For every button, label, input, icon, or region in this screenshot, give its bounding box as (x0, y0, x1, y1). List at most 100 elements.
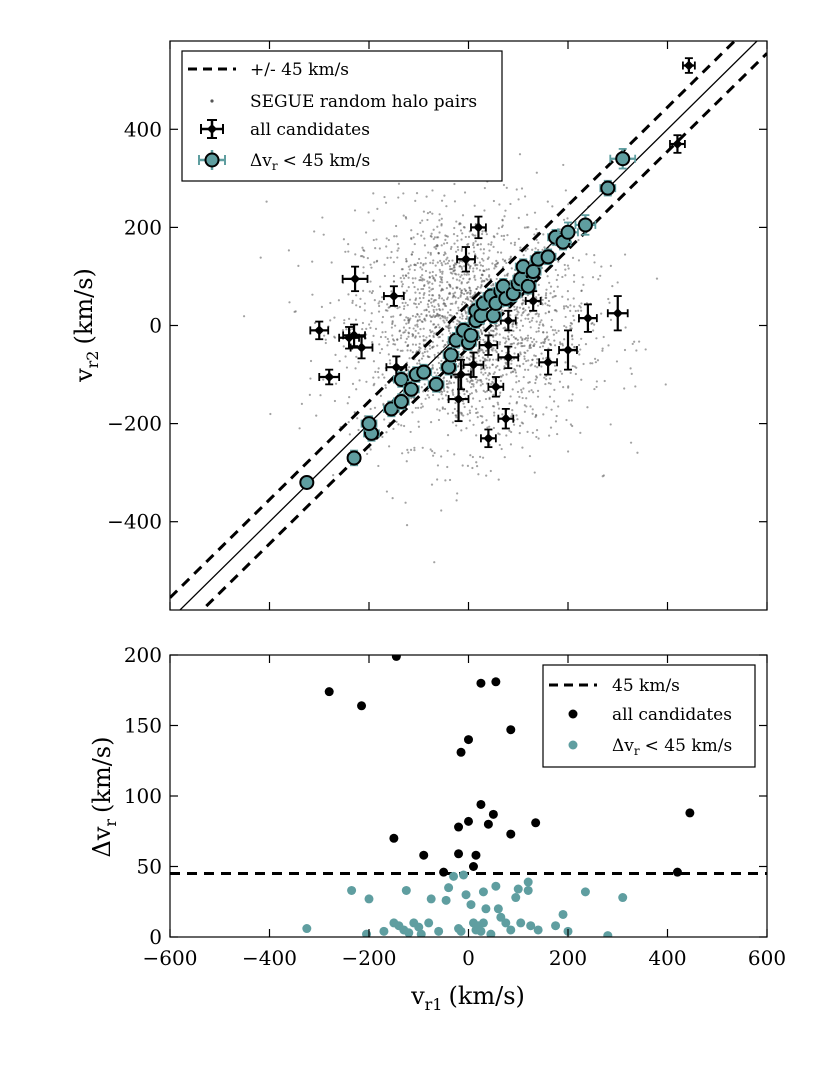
halo-pair-dot (383, 263, 386, 266)
halo-pair-dot (528, 390, 531, 393)
halo-pair-dot (497, 324, 501, 327)
halo-pair-dot (408, 326, 411, 330)
halo-pair-dot (434, 314, 437, 318)
halo-pair-dot (494, 333, 497, 337)
halo-pair-dot (481, 257, 484, 261)
halo-pair-dot (503, 365, 506, 368)
halo-pair-dot (434, 247, 438, 250)
x-tick-label: 200 (549, 946, 587, 970)
halo-pair-dot (496, 251, 500, 254)
halo-pair-dot (309, 377, 312, 380)
halo-pair-dot (355, 355, 358, 358)
halo-pair-dot (433, 451, 436, 455)
halo-pair-dot (399, 276, 402, 280)
halo-pair-dot (456, 319, 459, 322)
halo-pair-dot (436, 312, 439, 315)
halo-pair-dot (569, 304, 572, 307)
halo-pair-dot (489, 469, 492, 473)
halo-pair-dot (455, 220, 458, 223)
halo-pair-dot (407, 335, 410, 338)
halo-pair-dot (444, 252, 447, 255)
halo-pair-dot (431, 364, 434, 367)
halo-pair-dot (523, 357, 526, 360)
halo-pair-dot (406, 349, 409, 352)
halo-pair-dot (523, 226, 527, 229)
halo-pair-dot (436, 408, 439, 411)
halo-pair-dot (464, 310, 467, 314)
halo-pair-dot (452, 381, 456, 384)
halo-pair-dot (571, 393, 574, 396)
halo-pair-dot (516, 338, 519, 341)
halo-pair-dot (564, 189, 567, 192)
halo-pair-dot (429, 261, 432, 264)
y-tick-label: −400 (107, 510, 162, 534)
halo-pair-dot (524, 351, 527, 355)
halo-pair-dot (439, 317, 442, 320)
halo-pair-dot (591, 276, 595, 279)
halo-pair-dot (497, 407, 501, 410)
halo-pair-dot (361, 328, 364, 331)
halo-pair-dot (577, 259, 581, 262)
halo-pair-dot (373, 299, 376, 302)
halo-pair-dot (492, 426, 495, 430)
halo-pair-dot (485, 233, 488, 236)
halo-pair-dot (414, 343, 418, 346)
halo-pair-dot (469, 299, 472, 302)
halo-pair-dot (269, 412, 272, 416)
halo-pair-dot (492, 339, 495, 342)
halo-pair-dot (548, 281, 551, 284)
legend-selected-marker (198, 150, 226, 170)
halo-pair-dot (463, 226, 466, 229)
halo-pair-dot (467, 280, 470, 284)
halo-pair-dot (545, 406, 548, 409)
halo-pair-dot (387, 238, 390, 242)
halo-pair-dot (535, 340, 538, 343)
halo-pair-dot (561, 342, 564, 345)
halo-pair-dot (496, 364, 499, 368)
halo-pair-dot (495, 277, 498, 281)
candidate-dot (357, 701, 367, 711)
halo-pair-dot (564, 315, 567, 319)
halo-pair-dot (438, 284, 441, 287)
halo-pair-dot (547, 311, 551, 314)
halo-pair-dot (486, 426, 489, 429)
halo-pair-dot (616, 281, 619, 284)
halo-pair-dot (489, 243, 493, 246)
halo-pair-dot (461, 317, 464, 320)
halo-pair-dot (420, 386, 423, 389)
halo-pair-dot (474, 278, 477, 281)
halo-pair-dot (530, 389, 533, 392)
legend-label-all-candidates: all candidates (250, 120, 370, 140)
halo-pair-dot (545, 336, 548, 339)
halo-pair-dot (451, 421, 454, 424)
halo-pair-dot (498, 343, 501, 346)
halo-pair-dot (428, 286, 431, 289)
halo-pair-dot (481, 230, 484, 233)
halo-pair-dot (570, 399, 573, 402)
halo-pair-dot (466, 413, 469, 416)
halo-pair-dot (544, 312, 547, 315)
halo-pair-dot (392, 339, 396, 342)
halo-pair-dot (428, 347, 432, 350)
halo-pair-dot (432, 308, 435, 312)
halo-pair-dot (423, 278, 426, 281)
halo-pair-dot (456, 365, 459, 368)
halo-pair-dot (515, 401, 519, 404)
halo-pair-dot (527, 226, 530, 229)
halo-pair-dot (543, 246, 546, 249)
y-tick-label: 50 (137, 855, 162, 879)
halo-pair-dot (629, 441, 633, 444)
halo-pair-dot (521, 396, 524, 400)
halo-pair-dot (526, 430, 529, 433)
halo-pair-dot (493, 371, 496, 374)
halo-pair-dot (468, 419, 471, 422)
y-tick-label: 150 (124, 714, 162, 738)
selected-dot (603, 931, 613, 937)
halo-pair-dot (405, 337, 408, 341)
y-tick-label: 0 (149, 314, 162, 338)
halo-pair-dot (532, 344, 536, 348)
halo-pair-dot (432, 334, 435, 337)
halo-pair-dot (438, 219, 441, 222)
halo-pair-dot (474, 356, 477, 360)
halo-pair-dot (630, 372, 633, 375)
